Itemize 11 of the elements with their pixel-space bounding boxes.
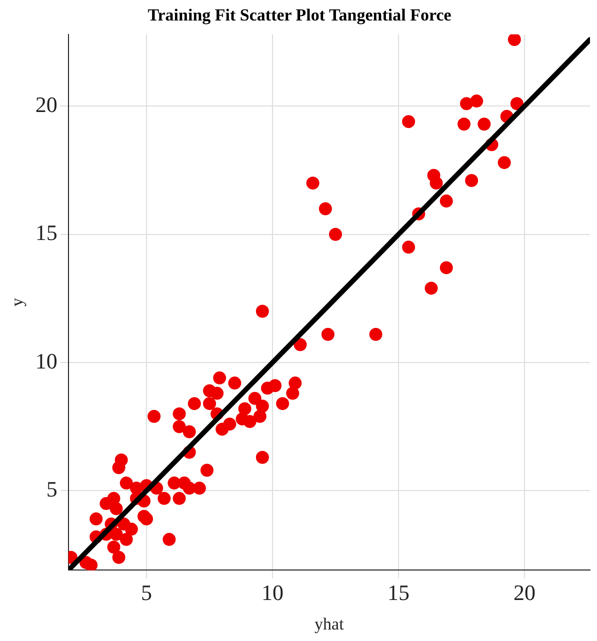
x-tick-label: 5 xyxy=(141,580,152,606)
y-tick-label: 5 xyxy=(46,476,58,502)
x-axis-title: yhat xyxy=(314,614,344,634)
chart-title: Training Fit Scatter Plot Tangential Force xyxy=(148,6,452,25)
y-axis-title: y xyxy=(8,298,27,307)
y-tick-label: 15 xyxy=(35,220,58,246)
x-tick-label: 15 xyxy=(387,580,410,606)
y-tick-label: 10 xyxy=(35,348,58,374)
x-tick-label: 10 xyxy=(262,580,284,606)
x-tick-label: 20 xyxy=(513,580,536,606)
y-tick-label: 20 xyxy=(35,92,58,117)
